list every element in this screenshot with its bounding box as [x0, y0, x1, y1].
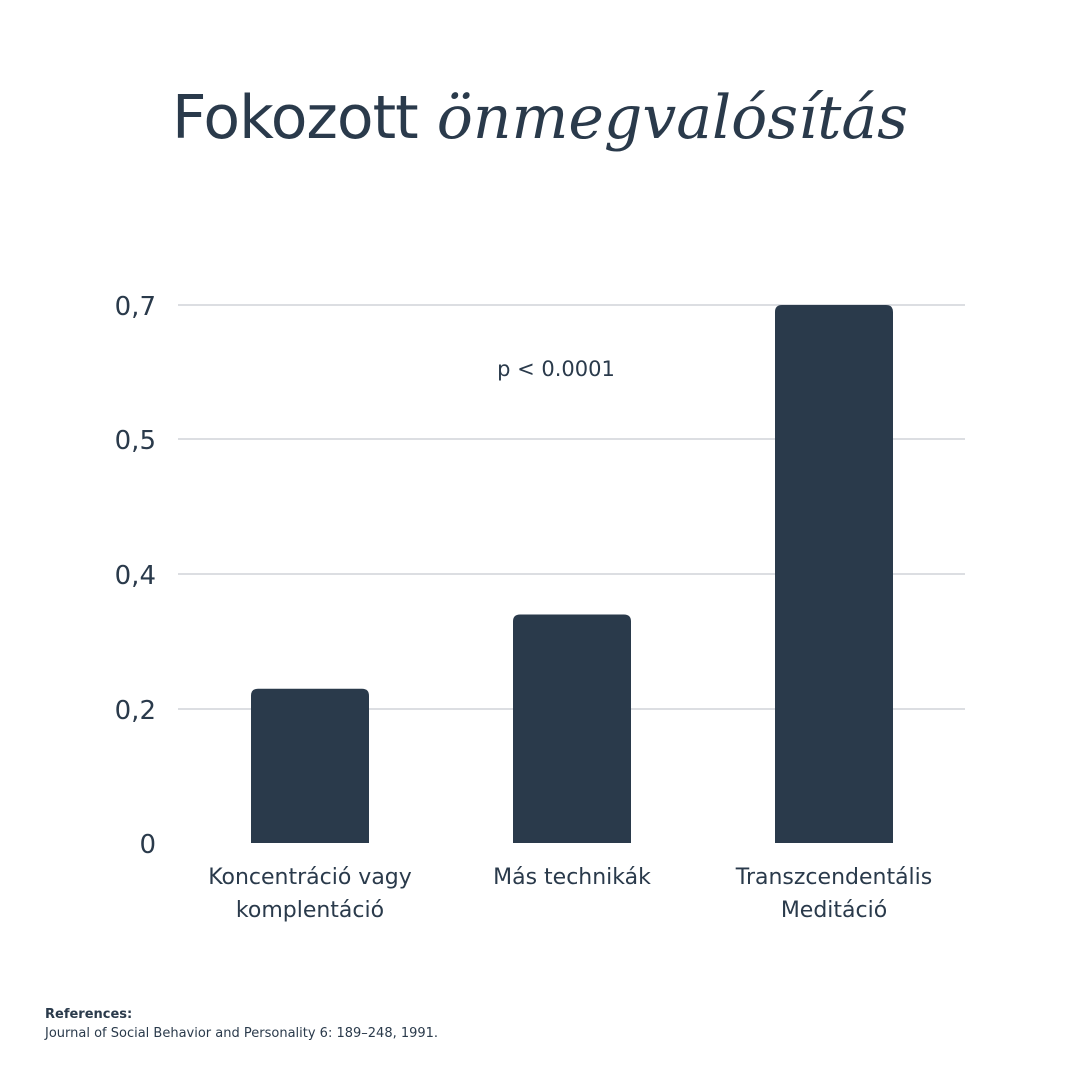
category-label: Más technikák — [493, 865, 651, 890]
y-tick-label: 0 — [139, 830, 156, 860]
bar-1 — [251, 688, 369, 843]
references: References: Journal of Social Behavior a… — [45, 1005, 438, 1043]
bars — [251, 305, 893, 843]
chart-title-accent: önmegvalósítás — [436, 83, 908, 153]
y-tick-label: 0,2 — [115, 696, 156, 726]
chart-title-plain: Fokozott — [172, 83, 419, 153]
category-label: Transzcendentális Meditáció — [735, 865, 933, 923]
category-label: Koncentráció vagy komplentáció — [208, 865, 412, 923]
bar-chart: 0 0,2 0,4 0,5 0,7 Koncentráció vagy komplentá… — [115, 292, 965, 923]
category-labels: Koncentráció vagy komplentáció Más technik… — [208, 865, 932, 923]
references-text: Journal of Social Behavior and Personali… — [45, 1026, 439, 1041]
references-heading: References: — [45, 1007, 133, 1022]
y-tick-label: 0,4 — [115, 561, 156, 591]
bar-3 — [775, 305, 893, 843]
y-tick-label: 0,5 — [115, 426, 156, 456]
y-tick-label: 0,7 — [115, 292, 156, 322]
chart-title: Fokozott önmegvalósítás — [0, 78, 1080, 158]
y-axis-ticks: 0 0,2 0,4 0,5 0,7 — [115, 292, 156, 860]
bar-2 — [513, 614, 631, 843]
p-value-annotation: p < 0.0001 — [497, 357, 615, 381]
